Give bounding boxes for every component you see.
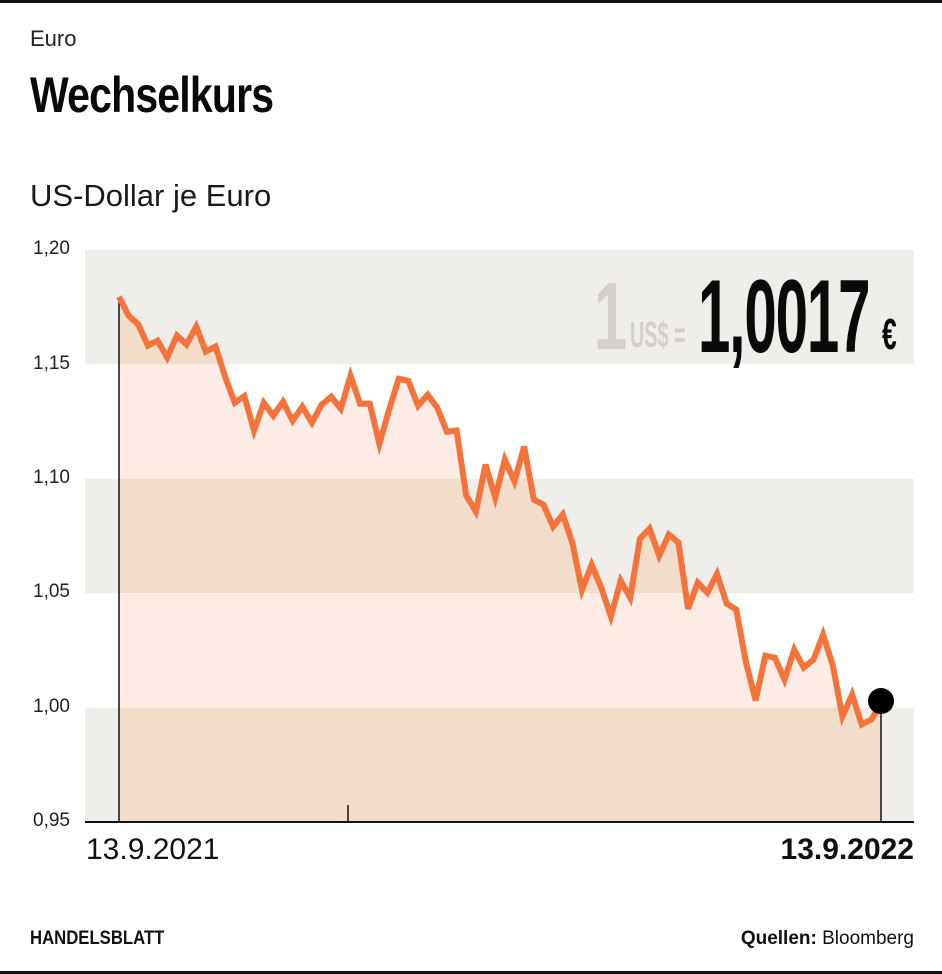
data-line: [116, 295, 884, 729]
x-end-label: 13.9.2022: [780, 833, 914, 866]
y-tick-label: 1,00: [33, 696, 70, 717]
y-tick-label: 1,15: [33, 353, 70, 374]
y-tick-label: 0,95: [33, 810, 70, 831]
chart-subtitle: US-Dollar je Euro: [30, 178, 272, 213]
chart-kicker: Euro: [30, 26, 77, 51]
last-value-dot: [868, 688, 894, 714]
exchange-rate-callout: 1 US$ = 1,0017 €: [590, 259, 908, 375]
callout-one: 1: [594, 263, 628, 370]
callout-currency: €: [882, 310, 897, 359]
callout-value: 1,0017: [698, 259, 871, 375]
y-tick-label: 1,20: [33, 238, 70, 259]
top-rule: [0, 0, 942, 3]
callout-unit: US$ =: [630, 314, 686, 355]
y-tick-label: 1,05: [33, 581, 70, 602]
source-value: Bloomberg: [822, 928, 914, 949]
chart-title: Wechselkurs: [30, 67, 274, 123]
source-label: Quellen:: [740, 928, 817, 949]
publisher-logo-text: HANDELSBLATT: [30, 928, 165, 949]
source-note: Quellen: Bloomberg: [741, 928, 914, 950]
x-start-label: 13.9.2021: [86, 833, 220, 866]
y-tick-label: 1,10: [33, 467, 70, 488]
bottom-rule: [0, 971, 942, 974]
